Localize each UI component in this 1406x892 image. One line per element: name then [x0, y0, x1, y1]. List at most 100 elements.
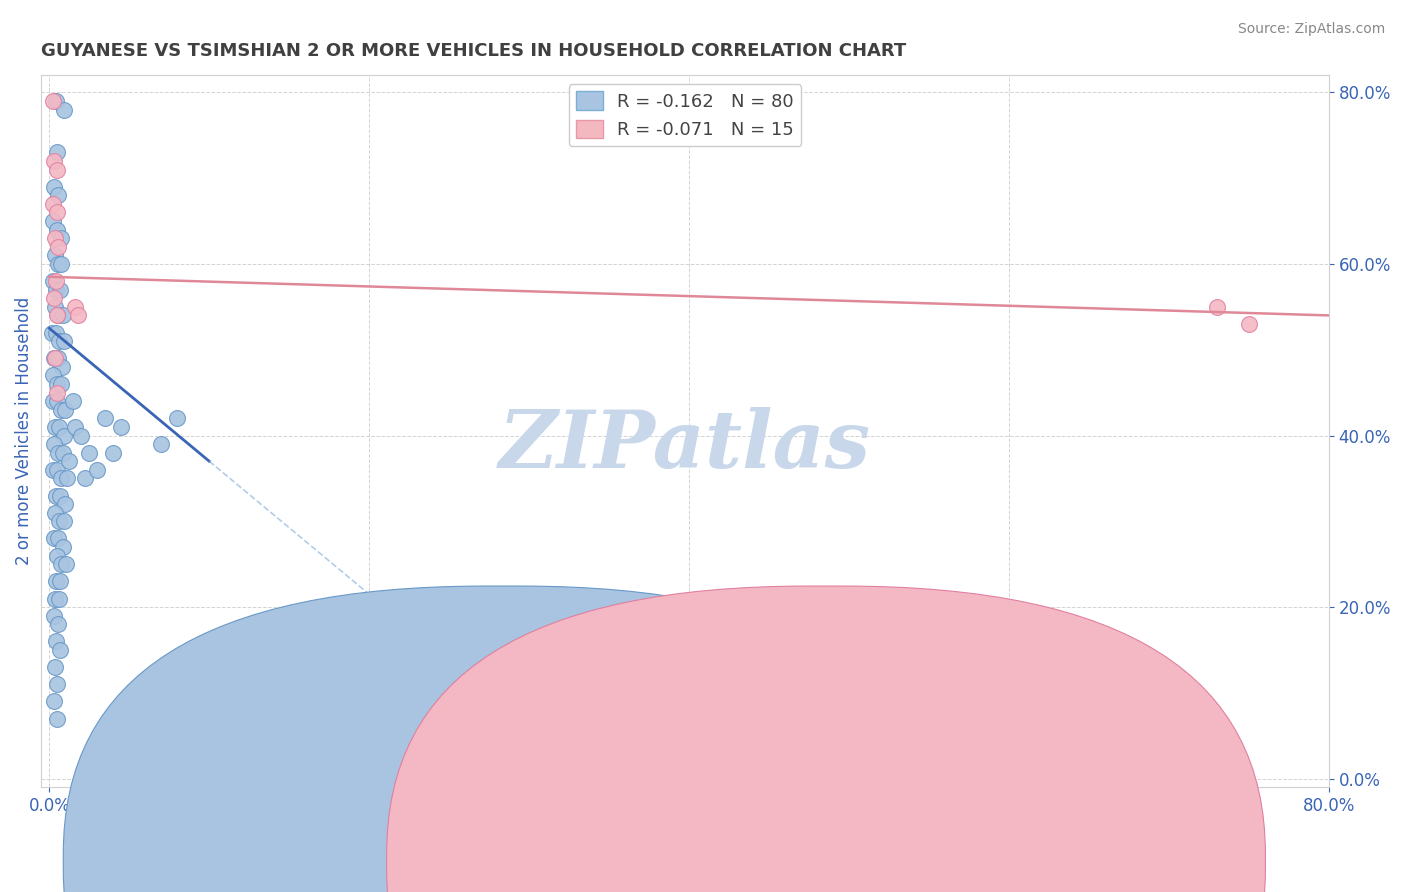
Point: [44, 248, 66, 262]
Point: [46, 145, 69, 160]
Point: [48, 283, 70, 297]
Point: [46, 309, 69, 323]
Point: [42, 291, 65, 305]
Point: [44, 351, 66, 366]
Text: ZIPatlas: ZIPatlas: [499, 407, 872, 484]
Point: [46, 351, 69, 366]
Point: [51, 257, 73, 271]
Point: [86, 463, 108, 477]
Point: [51, 359, 73, 374]
Point: [46, 257, 69, 271]
Point: [42, 197, 65, 211]
Point: [42, 694, 65, 708]
Point: [52, 103, 75, 117]
Point: [46, 377, 69, 392]
Point: [49, 402, 72, 417]
Point: [48, 489, 70, 503]
Point: [45, 94, 67, 108]
Point: [94, 411, 117, 425]
Point: [41, 326, 63, 340]
Point: [48, 420, 70, 434]
Point: [52, 514, 75, 528]
Point: [67, 309, 90, 323]
Point: [48, 574, 70, 589]
Point: [46, 463, 69, 477]
Legend: R = -0.162   N = 80, R = -0.071   N = 15: R = -0.162 N = 80, R = -0.071 N = 15: [568, 84, 801, 146]
Point: [45, 274, 67, 288]
Point: [73, 471, 96, 485]
Point: [48, 591, 70, 606]
Point: [45, 489, 67, 503]
Point: [53, 402, 76, 417]
Y-axis label: 2 or more Vehicles in Household: 2 or more Vehicles in Household: [15, 297, 32, 566]
Text: Guyanese: Guyanese: [489, 823, 572, 841]
Point: [56, 471, 79, 485]
Point: [46, 677, 69, 691]
Point: [48, 514, 70, 528]
Text: Tsimshian: Tsimshian: [799, 823, 880, 841]
Point: [42, 179, 65, 194]
Point: [166, 411, 188, 425]
Point: [42, 437, 65, 451]
Point: [42, 368, 65, 383]
Point: [49, 231, 72, 245]
Point: [46, 712, 69, 726]
Point: [45, 326, 67, 340]
Point: [63, 300, 86, 314]
Point: [46, 309, 69, 323]
Text: GUYANESE VS TSIMSHIAN 2 OR MORE VEHICLES IN HOUSEHOLD CORRELATION CHART: GUYANESE VS TSIMSHIAN 2 OR MORE VEHICLES…: [41, 42, 907, 60]
Point: [45, 394, 67, 409]
Point: [45, 283, 67, 297]
Point: [46, 240, 69, 254]
Point: [1205, 300, 1227, 314]
Point: [42, 532, 65, 546]
Point: [49, 558, 72, 572]
Point: [79, 445, 101, 459]
Point: [103, 445, 125, 459]
Point: [51, 377, 73, 392]
Point: [1237, 317, 1260, 331]
Point: [46, 445, 69, 459]
Point: [44, 591, 66, 606]
Point: [41, 94, 63, 108]
X-axis label: Guyanese: Guyanese: [644, 823, 727, 841]
Point: [52, 309, 75, 323]
Point: [42, 608, 65, 623]
Point: [44, 300, 66, 314]
Point: [46, 162, 69, 177]
Point: [46, 188, 69, 202]
Point: [70, 428, 93, 442]
Point: [45, 634, 67, 648]
Point: [110, 420, 132, 434]
Point: [45, 574, 67, 589]
Point: [62, 394, 84, 409]
Point: [44, 231, 66, 245]
Point: [44, 660, 66, 674]
Point: [48, 334, 70, 348]
Point: [45, 222, 67, 236]
Point: [55, 558, 77, 572]
Point: [46, 385, 69, 400]
Point: [44, 420, 66, 434]
Point: [51, 471, 73, 485]
Point: [42, 463, 65, 477]
Point: [52, 428, 75, 442]
Point: [46, 617, 69, 632]
Point: [48, 643, 70, 657]
Point: [41, 394, 63, 409]
Point: [58, 454, 80, 468]
Point: [42, 214, 65, 228]
Point: [52, 445, 75, 459]
Point: [53, 497, 76, 511]
Point: [42, 153, 65, 168]
Point: [45, 205, 67, 219]
Point: [63, 420, 86, 434]
Point: [150, 437, 173, 451]
Point: [45, 549, 67, 563]
Point: [46, 532, 69, 546]
Text: Source: ZipAtlas.com: Source: ZipAtlas.com: [1237, 22, 1385, 37]
Point: [41, 274, 63, 288]
Point: [52, 540, 75, 554]
Point: [44, 506, 66, 520]
Point: [42, 351, 65, 366]
